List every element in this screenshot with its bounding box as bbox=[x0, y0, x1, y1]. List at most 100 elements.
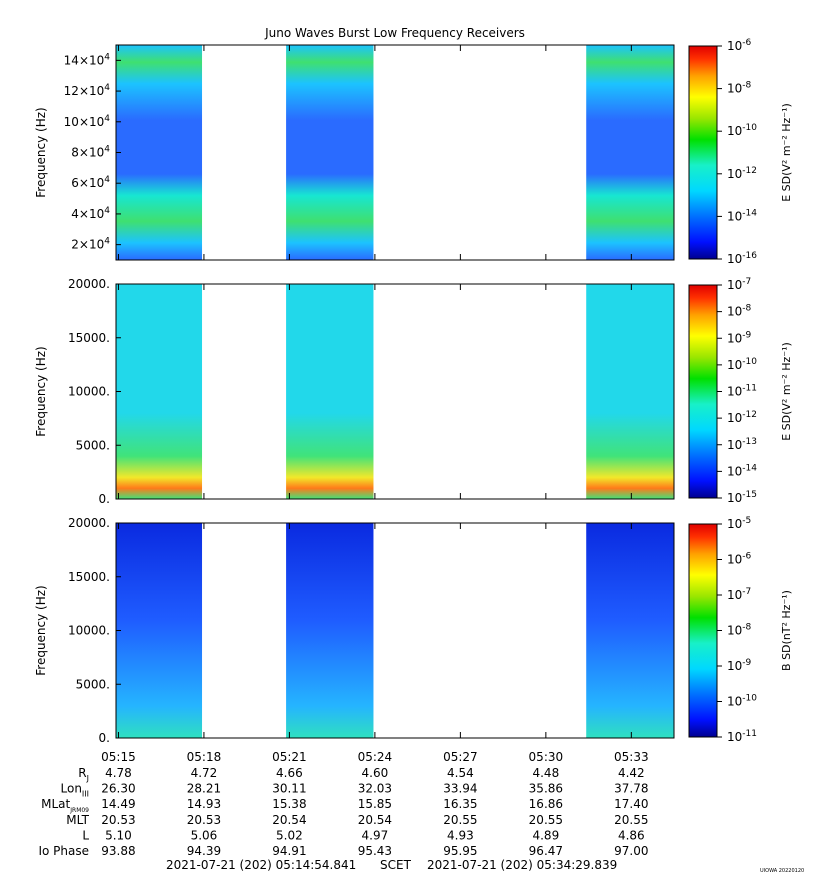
ephemeris-value: 28.21 bbox=[187, 782, 221, 796]
ephemeris-value: 4.66 bbox=[276, 766, 303, 780]
ephemeris-value: 5.06 bbox=[191, 828, 218, 842]
y-tick-label: 15000. bbox=[68, 570, 110, 584]
x-axis: 05:15 05:18 05:21 05:24 05:27 05:30 05:33 RJ 4.7… bbox=[38, 750, 648, 858]
end-time: 2021-07-21 (202) 05:34:29.839 bbox=[427, 858, 617, 872]
x-tick-label: 05:30 bbox=[529, 750, 564, 764]
colorbar-tick-label: 10-16 bbox=[727, 251, 757, 266]
panel-3: 0. 5000. 10000. 15000. 20000. Frequency (Hz) 1… bbox=[34, 516, 793, 745]
x-tick-label: 05:33 bbox=[614, 750, 649, 764]
spectrogram-block bbox=[586, 284, 674, 499]
colorbar-tick-label: 10-8 bbox=[727, 304, 752, 319]
colorbar-tick-label: 10-14 bbox=[727, 208, 757, 223]
ephemeris-row-label: L bbox=[82, 828, 89, 842]
y-tick-label: 2×104 bbox=[71, 237, 110, 252]
colorbar-tick-label: 10-10 bbox=[727, 357, 757, 372]
ephemeris-value: 30.11 bbox=[272, 782, 306, 796]
y-tick-label: 0. bbox=[99, 492, 110, 506]
spectrogram-block bbox=[286, 284, 374, 499]
colorbar-tick-label: 10-9 bbox=[727, 330, 752, 345]
y-tick-label: 5000. bbox=[76, 677, 110, 691]
ephemeris-value: 15.85 bbox=[358, 797, 392, 811]
ephemeris-row-label: LonIII bbox=[61, 782, 90, 799]
y-tick-label: 10×104 bbox=[64, 114, 111, 129]
colorbar-tick-label: 10-13 bbox=[727, 437, 757, 452]
ephemeris-value: 5.02 bbox=[276, 828, 303, 842]
ephemeris-value: 20.54 bbox=[358, 813, 392, 827]
panel-2: 0. 5000. 10000. 15000. 20000. Frequency (Hz) 1… bbox=[34, 277, 793, 506]
ephemeris-value: 17.40 bbox=[614, 797, 648, 811]
spectrogram-block bbox=[115, 45, 203, 260]
ephemeris-value: 96.47 bbox=[529, 844, 563, 858]
ephemeris-value: 4.78 bbox=[105, 766, 132, 780]
colorbar-tick-label: 10-14 bbox=[727, 463, 757, 478]
ephemeris-value: 4.48 bbox=[532, 766, 559, 780]
ephemeris-value: 14.93 bbox=[187, 797, 221, 811]
y-axis-label: Frequency (Hz) bbox=[34, 346, 48, 437]
x-tick-label: 05:21 bbox=[272, 750, 307, 764]
ephemeris-value: 97.00 bbox=[614, 844, 648, 858]
ephemeris-value: 95.95 bbox=[443, 844, 477, 858]
colorbar-label: E SD(V² m⁻² Hz⁻¹) bbox=[780, 342, 793, 441]
x-tick-label: 05:27 bbox=[443, 750, 478, 764]
spectrogram-block bbox=[286, 523, 374, 738]
colorbar-tick-label: 10-6 bbox=[727, 38, 752, 53]
colorbar-tick-label: 10-12 bbox=[727, 166, 757, 181]
colorbar-tick-label: 10-6 bbox=[727, 552, 752, 567]
ephemeris-value: 4.54 bbox=[447, 766, 474, 780]
spectrogram-block bbox=[586, 45, 674, 260]
colorbar-tick-label: 10-7 bbox=[727, 587, 751, 602]
y-tick-label: 15000. bbox=[68, 331, 110, 345]
panel-1: 2×104 4×104 6×104 8×104 10×104 12×104 14×104 Fr… bbox=[34, 38, 793, 266]
scet-label: SCET bbox=[380, 858, 412, 872]
ephemeris-value: 20.55 bbox=[529, 813, 563, 827]
y-tick-label: 5000. bbox=[76, 438, 110, 452]
y-tick-label: 10000. bbox=[68, 385, 110, 399]
colorbar bbox=[688, 45, 718, 260]
colorbar-tick-label: 10-9 bbox=[727, 658, 752, 673]
y-axis-label: Frequency (Hz) bbox=[34, 107, 48, 198]
figure-title: Juno Waves Burst Low Frequency Receivers bbox=[264, 26, 525, 40]
ephemeris-value: 20.55 bbox=[443, 813, 477, 827]
colorbar-label: E SD(V² m⁻² Hz⁻¹) bbox=[780, 103, 793, 202]
colorbar-tick-label: 10-15 bbox=[727, 490, 757, 505]
spectrogram-block bbox=[586, 523, 674, 738]
ephemeris-value: 4.93 bbox=[447, 828, 474, 842]
colorbar-tick-label: 10-12 bbox=[727, 410, 757, 425]
colorbar-tick-label: 10-10 bbox=[727, 694, 757, 709]
ephemeris-value: 20.54 bbox=[272, 813, 306, 827]
y-tick-label: 20000. bbox=[68, 516, 110, 530]
ephemeris-value: 37.78 bbox=[614, 782, 648, 796]
panels: 2×104 4×104 6×104 8×104 10×104 12×104 14×104 Fr… bbox=[34, 38, 793, 745]
start-time: 2021-07-21 (202) 05:14:54.841 bbox=[166, 858, 356, 872]
spectrogram-block bbox=[115, 284, 203, 499]
colorbar-label: B SD(nT² Hz⁻¹) bbox=[780, 590, 793, 671]
ephemeris-value: 35.86 bbox=[529, 782, 563, 796]
ephemeris-value: 95.43 bbox=[358, 844, 392, 858]
creation-stamp: UIOWA 20220120 bbox=[760, 868, 804, 874]
x-tick-label: 05:24 bbox=[358, 750, 393, 764]
ephemeris-value: 94.91 bbox=[272, 844, 306, 858]
ephemeris-value: 4.42 bbox=[618, 766, 645, 780]
ephemeris-value: 4.60 bbox=[362, 766, 389, 780]
ephemeris-value: 4.86 bbox=[618, 828, 645, 842]
colorbar-tick-label: 10-10 bbox=[727, 123, 757, 138]
y-tick-label: 4×104 bbox=[71, 206, 110, 221]
colorbar-tick-label: 10-8 bbox=[727, 81, 752, 96]
colorbar-tick-label: 10-7 bbox=[727, 277, 751, 292]
y-axis-label: Frequency (Hz) bbox=[34, 585, 48, 676]
y-tick-label: 10000. bbox=[68, 624, 110, 638]
x-tick-label: 05:18 bbox=[187, 750, 222, 764]
ephemeris-value: 15.38 bbox=[272, 797, 306, 811]
ephemeris-value: 20.55 bbox=[614, 813, 648, 827]
ephemeris-value: 14.49 bbox=[101, 797, 135, 811]
y-tick-label: 20000. bbox=[68, 277, 110, 291]
colorbar bbox=[688, 284, 718, 499]
y-tick-label: 12×104 bbox=[64, 83, 111, 98]
ephemeris-value: 20.53 bbox=[101, 813, 135, 827]
ephemeris-row-label: RJ bbox=[78, 766, 89, 783]
y-tick-label: 0. bbox=[99, 731, 110, 745]
x-tick-label: 05:15 bbox=[101, 750, 136, 764]
y-tick-label: 8×104 bbox=[71, 145, 110, 160]
colorbar bbox=[688, 523, 718, 738]
